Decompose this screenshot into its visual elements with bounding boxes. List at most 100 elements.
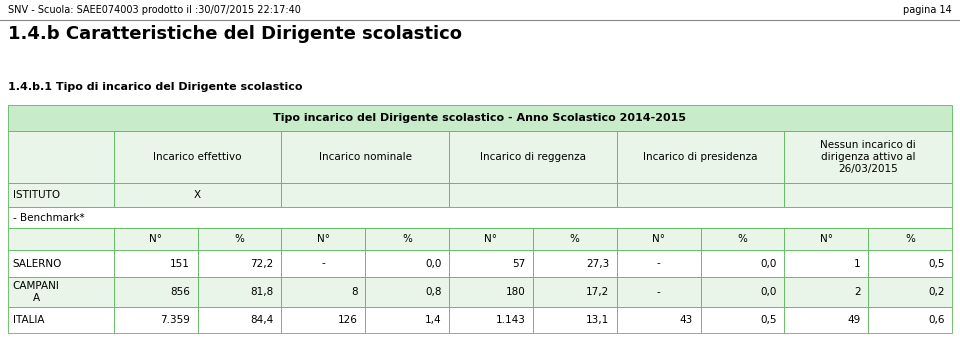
Bar <box>365 228 449 250</box>
Text: %: % <box>234 234 245 244</box>
Text: %: % <box>737 234 748 244</box>
Bar <box>868 307 952 333</box>
Text: 0,5: 0,5 <box>760 315 777 325</box>
Bar <box>281 131 449 183</box>
Bar <box>113 250 198 277</box>
Bar <box>449 307 533 333</box>
Text: - Benchmark*: - Benchmark* <box>12 212 84 223</box>
Text: -: - <box>322 258 325 269</box>
Bar <box>616 307 701 333</box>
Bar <box>8 307 113 333</box>
Bar <box>113 228 198 250</box>
Text: N°: N° <box>317 234 330 244</box>
Bar <box>868 228 952 250</box>
Text: 1.143: 1.143 <box>495 315 525 325</box>
Text: pagina 14: pagina 14 <box>903 5 952 15</box>
Bar <box>868 277 952 307</box>
Text: N°: N° <box>652 234 665 244</box>
Bar <box>616 277 701 307</box>
Bar <box>281 307 365 333</box>
Bar <box>701 277 784 307</box>
Bar <box>533 228 616 250</box>
Bar <box>449 131 616 183</box>
Text: 1: 1 <box>854 258 860 269</box>
Text: 1,4: 1,4 <box>425 315 442 325</box>
Bar <box>365 250 449 277</box>
Bar <box>701 250 784 277</box>
Text: X: X <box>194 190 201 200</box>
Text: Nessun incarico di
dirigenza attivo al
26/03/2015: Nessun incarico di dirigenza attivo al 2… <box>820 140 916 174</box>
Bar <box>8 105 952 131</box>
Bar <box>281 250 365 277</box>
Bar <box>533 250 616 277</box>
Text: 1.4.b.1 Tipo di incarico del Dirigente scolastico: 1.4.b.1 Tipo di incarico del Dirigente s… <box>8 82 302 92</box>
Bar <box>113 307 198 333</box>
Text: %: % <box>402 234 412 244</box>
Text: 43: 43 <box>680 315 693 325</box>
Bar <box>198 277 281 307</box>
Text: %: % <box>905 234 915 244</box>
Text: ISTITUTO: ISTITUTO <box>12 190 60 200</box>
Bar <box>198 228 281 250</box>
Text: 8: 8 <box>351 287 358 297</box>
Text: ITALIA: ITALIA <box>12 315 44 325</box>
Text: CAMPANI
A: CAMPANI A <box>12 281 60 302</box>
Bar <box>701 228 784 250</box>
Text: 151: 151 <box>170 258 190 269</box>
Text: 0,0: 0,0 <box>760 287 777 297</box>
Bar <box>784 131 952 183</box>
Bar <box>784 228 868 250</box>
Text: 0,8: 0,8 <box>425 287 442 297</box>
Text: Tipo incarico del Dirigente scolastico - Anno Scolastico 2014-2015: Tipo incarico del Dirigente scolastico -… <box>274 113 686 123</box>
Bar <box>8 228 113 250</box>
Bar <box>365 277 449 307</box>
Text: N°: N° <box>485 234 497 244</box>
Bar <box>784 183 952 207</box>
Bar <box>281 228 365 250</box>
Bar <box>616 250 701 277</box>
Bar <box>113 183 281 207</box>
Bar <box>533 307 616 333</box>
Text: Incarico di reggenza: Incarico di reggenza <box>480 152 586 162</box>
Text: 0,6: 0,6 <box>928 315 945 325</box>
Text: 72,2: 72,2 <box>251 258 274 269</box>
Text: 1.4.b Caratteristiche del Dirigente scolastico: 1.4.b Caratteristiche del Dirigente scol… <box>8 25 462 43</box>
Text: 856: 856 <box>170 287 190 297</box>
Bar <box>449 277 533 307</box>
Text: 13,1: 13,1 <box>586 315 610 325</box>
Text: Incarico nominale: Incarico nominale <box>319 152 412 162</box>
Text: -: - <box>657 287 660 297</box>
Bar <box>281 183 449 207</box>
Bar <box>449 250 533 277</box>
Text: 0,5: 0,5 <box>928 258 945 269</box>
Bar <box>113 277 198 307</box>
Bar <box>449 183 616 207</box>
Bar <box>868 250 952 277</box>
Text: 49: 49 <box>848 315 860 325</box>
Bar <box>784 250 868 277</box>
Bar <box>449 228 533 250</box>
Bar <box>616 228 701 250</box>
Bar <box>616 183 784 207</box>
Bar <box>784 307 868 333</box>
Text: 81,8: 81,8 <box>251 287 274 297</box>
Text: %: % <box>570 234 580 244</box>
Bar <box>8 277 113 307</box>
Bar <box>8 250 113 277</box>
Bar <box>113 131 281 183</box>
Text: N°: N° <box>149 234 162 244</box>
Bar <box>281 277 365 307</box>
Text: 2: 2 <box>854 287 860 297</box>
Bar <box>8 183 113 207</box>
Bar <box>198 307 281 333</box>
Text: Incarico di presidenza: Incarico di presidenza <box>643 152 757 162</box>
Text: -: - <box>657 258 660 269</box>
Text: 84,4: 84,4 <box>251 315 274 325</box>
Text: Incarico effettivo: Incarico effettivo <box>154 152 242 162</box>
Bar <box>701 307 784 333</box>
Text: 17,2: 17,2 <box>586 287 610 297</box>
Text: SNV - Scuola: SAEE074003 prodotto il :30/07/2015 22:17:40: SNV - Scuola: SAEE074003 prodotto il :30… <box>8 5 300 15</box>
Bar <box>365 307 449 333</box>
Text: 57: 57 <box>512 258 525 269</box>
Bar <box>198 250 281 277</box>
